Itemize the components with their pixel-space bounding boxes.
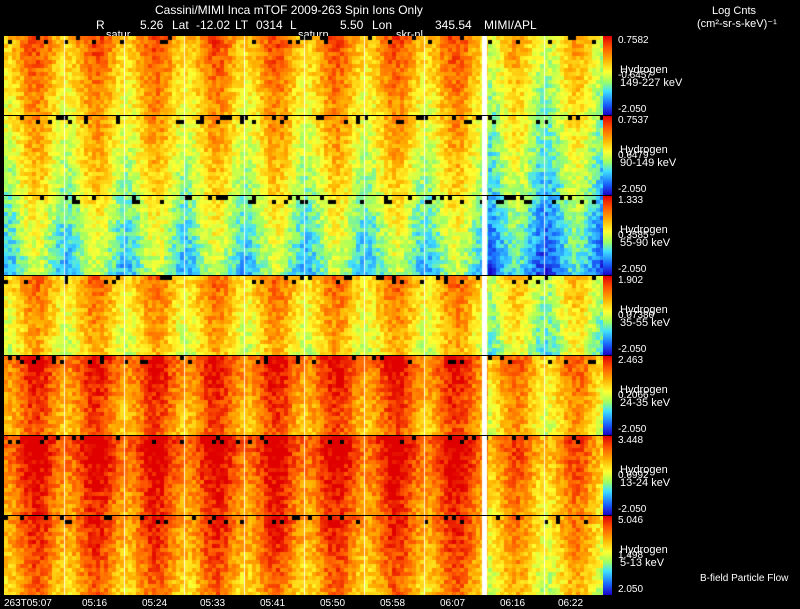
- colorbar-max: 1.902: [618, 275, 644, 286]
- colorbar-mid: 0.07380: [618, 310, 655, 321]
- units-title: Log Cnts: [712, 5, 757, 17]
- spectrogram-panel: [4, 196, 612, 275]
- colorbar-max: 0.7537: [618, 115, 649, 126]
- colorbar-mid: 0.3585: [618, 230, 649, 241]
- lon-label: Lon: [372, 18, 393, 32]
- spectrogram-image: [4, 116, 604, 195]
- energy-label: 149-227 keV: [620, 77, 683, 89]
- species-label: Hydrogen: [620, 384, 668, 396]
- spectrogram-image: [4, 276, 604, 355]
- energy-label: 13-24 keV: [620, 477, 671, 489]
- species-label: Hydrogen: [620, 464, 668, 476]
- spectrogram-image: [4, 436, 604, 515]
- time-tick: 263T05:07: [4, 598, 52, 609]
- spectrogram-panel: [4, 516, 612, 595]
- lt-value: 0314: [256, 18, 283, 32]
- credit-label: MIMI/APL: [484, 18, 537, 32]
- colorbar-min: -2.050: [618, 504, 647, 515]
- colorbar-max: 0.7582: [618, 35, 649, 46]
- time-tick: 05:33: [200, 598, 226, 609]
- spectrogram-panel: [4, 116, 612, 195]
- colorbar: [603, 116, 612, 195]
- species-label: Hydrogen: [620, 544, 668, 556]
- colorbar: [603, 196, 612, 275]
- time-tick: 05:16: [82, 598, 108, 609]
- time-tick: 06:22: [558, 598, 584, 609]
- energy-label: 35-55 keV: [620, 317, 671, 329]
- colorbar: [603, 276, 612, 355]
- colorbar-min: -2.050: [618, 104, 647, 115]
- l-label: L: [290, 18, 297, 32]
- colorbar-min: -2.050: [618, 184, 647, 195]
- spectrogram-panel: [4, 436, 612, 515]
- spectrogram-image: [4, 356, 604, 435]
- spectrogram-panel: [4, 276, 612, 355]
- time-tick: 05:41: [260, 598, 286, 609]
- species-label: Hydrogen: [620, 304, 668, 316]
- plot-title: Cassini/MIMI Inca mTOF 2009-263 Spin Ion…: [155, 3, 423, 17]
- colorbar-max: 3.448: [618, 435, 644, 446]
- bfield-legend: B-field Particle Flow: [700, 573, 789, 584]
- energy-label: 5-13 keV: [620, 557, 665, 569]
- colorbar-mid: 0.2066: [618, 390, 649, 401]
- lt-label: LT: [235, 18, 249, 32]
- time-tick: 06:07: [440, 598, 466, 609]
- colorbar-min: -2.050: [618, 344, 647, 355]
- spectrogram-image: [4, 36, 604, 115]
- spectrogram-image: [4, 516, 604, 595]
- time-tick: 05:50: [320, 598, 346, 609]
- colorbar-mid: 0.6992: [618, 470, 649, 481]
- units-label: (cm²-sr-s-keV)⁻¹: [697, 18, 777, 30]
- time-tick: 06:16: [500, 598, 526, 609]
- colorbar-mid: 0.6479: [618, 150, 649, 161]
- colorbar-max: 1.333: [618, 195, 644, 206]
- colorbar-max: 5.046: [618, 515, 644, 526]
- colorbar-mid: -0.6457: [618, 70, 652, 81]
- l-value: 5.50: [340, 18, 364, 32]
- energy-label: 55-90 keV: [620, 237, 671, 249]
- r-label: R: [96, 18, 105, 32]
- colorbar-min: 2.050: [618, 584, 644, 595]
- colorbar: [603, 436, 612, 515]
- spectrogram-panel: [4, 36, 612, 115]
- colorbar-mid: 1.498: [618, 550, 644, 561]
- time-tick: 05:24: [142, 598, 168, 609]
- lat-value: -12.02: [196, 18, 231, 32]
- colorbar: [603, 356, 612, 435]
- energy-label: 24-35 keV: [620, 397, 671, 409]
- colorbar: [603, 36, 612, 115]
- colorbar-min: -2.050: [618, 264, 647, 275]
- time-tick: 05:58: [380, 598, 406, 609]
- species-label: Hydrogen: [620, 144, 668, 156]
- lat-label: Lat: [172, 18, 189, 32]
- lon-value: 345.54: [435, 18, 472, 32]
- colorbar: [603, 516, 612, 595]
- colorbar-min: -2.050: [618, 424, 647, 435]
- spectrogram-panel: [4, 356, 612, 435]
- spectrogram-image: [4, 196, 604, 275]
- colorbar-max: 2.463: [618, 355, 644, 366]
- species-label: Hydrogen: [620, 64, 668, 76]
- energy-label: 90-149 keV: [620, 157, 677, 169]
- species-label: Hydrogen: [620, 224, 668, 236]
- r-value: 5.26: [140, 18, 164, 32]
